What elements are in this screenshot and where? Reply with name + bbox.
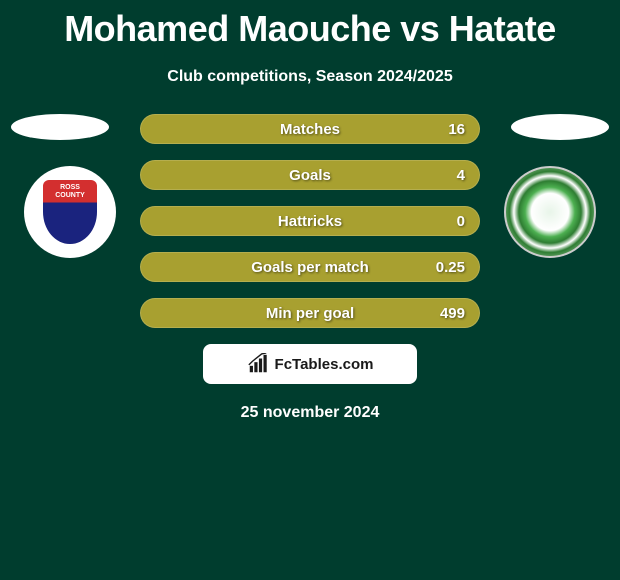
player-left-oval xyxy=(11,114,109,140)
stat-value: 16 xyxy=(448,121,465,138)
ross-county-shield-icon xyxy=(43,180,97,244)
team-right-crest xyxy=(504,166,596,258)
stat-value: 0.25 xyxy=(436,259,465,276)
footer-attribution: FcTables.com xyxy=(203,344,417,384)
stat-row: Hattricks 0 xyxy=(140,206,480,236)
stat-label: Goals xyxy=(289,167,331,184)
stat-row: Min per goal 499 xyxy=(140,298,480,328)
subtitle: Club competitions, Season 2024/2025 xyxy=(0,68,620,86)
footer-text: FcTables.com xyxy=(275,356,374,373)
stat-label: Goals per match xyxy=(251,259,369,276)
stat-label: Min per goal xyxy=(266,305,354,322)
comparison-area: Matches 16 Goals 4 Hattricks 0 Goals per… xyxy=(0,114,620,328)
stat-value: 499 xyxy=(440,305,465,322)
team-left-crest xyxy=(24,166,116,258)
stat-label: Hattricks xyxy=(278,213,342,230)
date-text: 25 november 2024 xyxy=(0,404,620,422)
stat-value: 4 xyxy=(457,167,465,184)
stats-list: Matches 16 Goals 4 Hattricks 0 Goals per… xyxy=(140,114,480,328)
page-title: Mohamed Maouche vs Hatate xyxy=(0,0,620,50)
player-right-oval xyxy=(511,114,609,140)
stat-value: 0 xyxy=(457,213,465,230)
stat-row: Goals per match 0.25 xyxy=(140,252,480,282)
stat-row: Goals 4 xyxy=(140,160,480,190)
bar-chart-icon xyxy=(247,353,269,375)
stat-row: Matches 16 xyxy=(140,114,480,144)
stat-label: Matches xyxy=(280,121,340,138)
